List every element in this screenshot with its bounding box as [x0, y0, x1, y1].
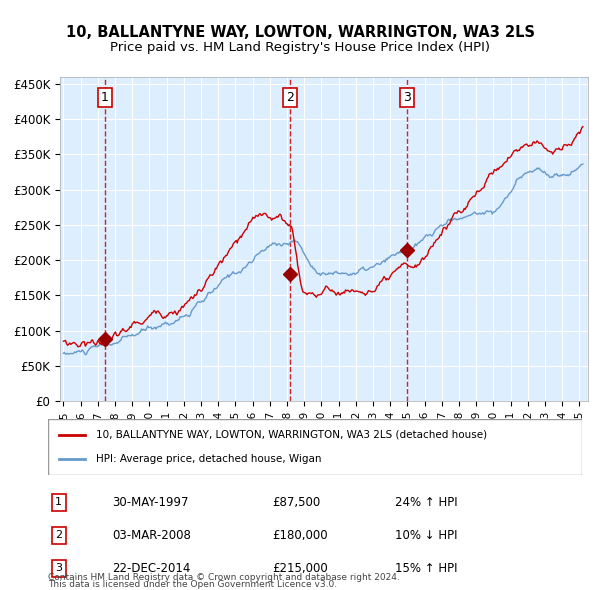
- Text: 1: 1: [55, 497, 62, 507]
- Text: 10, BALLANTYNE WAY, LOWTON, WARRINGTON, WA3 2LS (detached house): 10, BALLANTYNE WAY, LOWTON, WARRINGTON, …: [96, 430, 487, 440]
- Text: £87,500: £87,500: [272, 496, 320, 509]
- Text: 1: 1: [101, 91, 109, 104]
- Text: 2: 2: [286, 91, 294, 104]
- Text: 15% ↑ HPI: 15% ↑ HPI: [395, 562, 458, 575]
- Text: 10, BALLANTYNE WAY, LOWTON, WARRINGTON, WA3 2LS: 10, BALLANTYNE WAY, LOWTON, WARRINGTON, …: [65, 25, 535, 40]
- Text: Price paid vs. HM Land Registry's House Price Index (HPI): Price paid vs. HM Land Registry's House …: [110, 41, 490, 54]
- Text: 10% ↓ HPI: 10% ↓ HPI: [395, 529, 458, 542]
- Text: 3: 3: [403, 91, 411, 104]
- Text: £215,000: £215,000: [272, 562, 328, 575]
- Text: Contains HM Land Registry data © Crown copyright and database right 2024.: Contains HM Land Registry data © Crown c…: [48, 573, 400, 582]
- Text: This data is licensed under the Open Government Licence v3.0.: This data is licensed under the Open Gov…: [48, 580, 337, 589]
- Text: 2: 2: [55, 530, 62, 540]
- Text: HPI: Average price, detached house, Wigan: HPI: Average price, detached house, Wiga…: [96, 454, 322, 464]
- Text: 3: 3: [55, 563, 62, 573]
- Text: 30-MAY-1997: 30-MAY-1997: [112, 496, 188, 509]
- Text: £180,000: £180,000: [272, 529, 328, 542]
- Text: 24% ↑ HPI: 24% ↑ HPI: [395, 496, 458, 509]
- Text: 03-MAR-2008: 03-MAR-2008: [112, 529, 191, 542]
- Text: 22-DEC-2014: 22-DEC-2014: [112, 562, 190, 575]
